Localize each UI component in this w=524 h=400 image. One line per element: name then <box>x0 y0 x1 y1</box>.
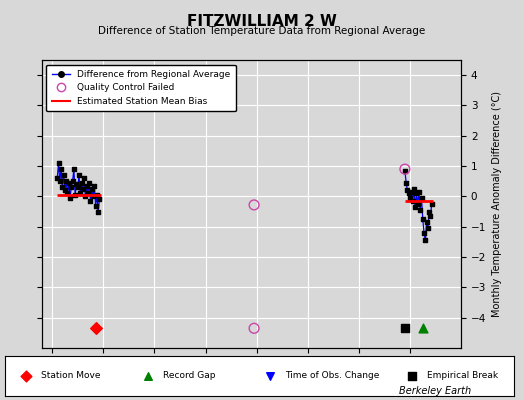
Point <box>413 201 422 207</box>
Point <box>94 208 102 215</box>
Point <box>250 202 258 208</box>
Point <box>89 193 97 200</box>
Text: Station Move: Station Move <box>41 372 100 380</box>
Point <box>401 166 409 172</box>
Point <box>54 160 63 166</box>
Point <box>61 187 69 194</box>
Point <box>21 373 30 379</box>
Text: Difference of Station Temperature Data from Regional Average: Difference of Station Temperature Data f… <box>99 26 425 36</box>
Text: Time of Obs. Change: Time of Obs. Change <box>285 372 379 380</box>
Point <box>426 213 434 219</box>
Point <box>411 204 419 210</box>
Point <box>402 180 410 186</box>
Point <box>59 172 68 178</box>
Point <box>421 237 430 244</box>
Point <box>78 180 86 186</box>
Y-axis label: Monthly Temperature Anomaly Difference (°C): Monthly Temperature Anomaly Difference (… <box>492 91 502 317</box>
Point <box>88 186 96 192</box>
Point <box>408 198 417 204</box>
Point <box>58 184 67 190</box>
Point <box>72 181 81 188</box>
Point <box>403 187 412 194</box>
Point <box>85 180 93 186</box>
Legend: Difference from Regional Average, Quality Control Failed, Estimated Station Mean: Difference from Regional Average, Qualit… <box>47 64 236 111</box>
Point <box>415 189 423 195</box>
Point <box>95 196 104 203</box>
Point <box>405 190 413 196</box>
Text: Record Gap: Record Gap <box>163 372 215 380</box>
Point <box>416 207 424 213</box>
Point <box>76 190 84 196</box>
Point <box>63 190 72 196</box>
Point <box>417 195 425 201</box>
Point <box>419 325 427 332</box>
Point <box>424 225 432 232</box>
Point <box>410 186 418 192</box>
Point <box>420 230 428 236</box>
Point <box>62 178 70 184</box>
Point <box>86 198 95 204</box>
Point <box>144 373 152 379</box>
Point <box>56 178 64 184</box>
Point <box>422 219 431 225</box>
Point <box>401 168 409 174</box>
Point <box>73 184 82 190</box>
Text: Empirical Break: Empirical Break <box>427 372 498 380</box>
Point <box>82 183 91 189</box>
Point <box>428 201 436 207</box>
Point <box>80 175 88 182</box>
Text: Berkeley Earth: Berkeley Earth <box>399 386 472 396</box>
Point <box>91 202 100 209</box>
Point <box>69 178 77 184</box>
Point <box>93 192 101 198</box>
Point <box>412 190 421 196</box>
Point <box>70 166 78 172</box>
Point <box>250 325 258 332</box>
Point <box>66 195 74 201</box>
Point <box>425 208 433 215</box>
Point <box>91 325 100 332</box>
Point <box>90 183 99 189</box>
Point <box>64 180 73 186</box>
Point <box>401 325 409 332</box>
Point <box>75 172 83 178</box>
Point <box>407 189 416 195</box>
Point <box>81 193 90 200</box>
Point <box>406 195 414 201</box>
Point <box>419 216 427 222</box>
Point <box>408 373 416 379</box>
Point <box>79 186 87 192</box>
Point <box>71 192 79 198</box>
Point <box>57 166 66 172</box>
Point <box>84 190 92 196</box>
Point <box>53 175 61 182</box>
Point <box>67 184 75 190</box>
Text: FITZWILLIAM 2 W: FITZWILLIAM 2 W <box>187 14 337 29</box>
Point <box>265 373 274 379</box>
